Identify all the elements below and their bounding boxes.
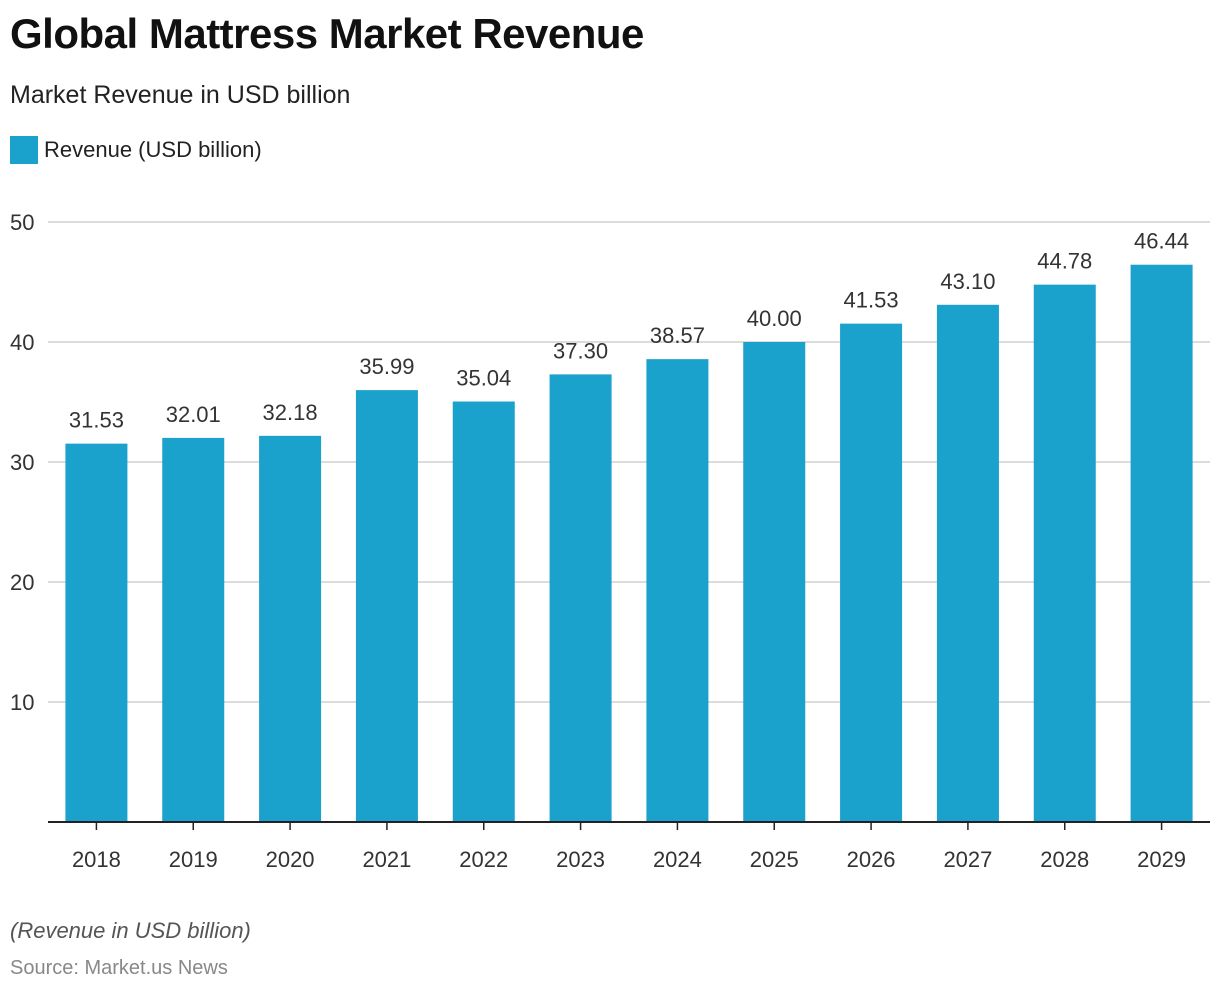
- x-tick-label: 2021: [362, 847, 411, 872]
- data-label: 44.78: [1037, 249, 1092, 274]
- bar: [840, 323, 903, 822]
- chart-title: Global Mattress Market Revenue: [10, 10, 644, 57]
- bar: [452, 401, 515, 822]
- chart-subtitle: Market Revenue in USD billion: [10, 81, 351, 109]
- legend-swatch: [10, 136, 38, 164]
- bar: [355, 390, 418, 822]
- x-tick-label: 2025: [750, 847, 799, 872]
- x-tick-label: 2020: [266, 847, 315, 872]
- x-tick-label: 2026: [847, 847, 896, 872]
- data-label: 46.44: [1134, 229, 1189, 254]
- bar: [936, 304, 999, 822]
- y-tick-label: 50: [10, 210, 34, 235]
- x-tick-label: 2029: [1137, 847, 1186, 872]
- x-tick-label: 2028: [1040, 847, 1089, 872]
- data-label: 40.00: [747, 306, 802, 331]
- data-label: 38.57: [650, 323, 705, 348]
- data-label: 35.04: [456, 366, 511, 391]
- bar: [549, 374, 612, 822]
- footer-source: Source: Market.us News: [10, 957, 228, 979]
- bar: [1130, 264, 1193, 823]
- y-tick-label: 20: [10, 570, 34, 595]
- bar: [646, 359, 709, 822]
- bar-chart: 10 20 30 40 50 31.53 2018 32.01 2019 32.18 2020 35.…: [10, 210, 1210, 872]
- y-tick-label: 30: [10, 450, 34, 475]
- bar: [1033, 284, 1096, 822]
- x-tick-label: 2019: [169, 847, 218, 872]
- legend-label: Revenue (USD billion): [44, 137, 262, 162]
- x-tick-label: 2027: [943, 847, 992, 872]
- legend: Revenue (USD billion): [10, 136, 262, 164]
- bar: [743, 342, 806, 822]
- data-label: 43.10: [940, 269, 995, 294]
- bar: [65, 443, 128, 822]
- x-tick-label: 2023: [556, 847, 605, 872]
- data-label: 32.18: [263, 400, 318, 425]
- data-label: 37.30: [553, 338, 608, 363]
- x-tick-label: 2024: [653, 847, 702, 872]
- data-label: 35.99: [359, 354, 414, 379]
- bar: [259, 435, 322, 822]
- data-label: 41.53: [844, 288, 899, 313]
- x-tick-label: 2022: [459, 847, 508, 872]
- y-tick-label: 40: [10, 330, 34, 355]
- data-label: 32.01: [166, 402, 221, 427]
- x-tick-label: 2018: [72, 847, 121, 872]
- y-tick-label: 10: [10, 690, 34, 715]
- data-label: 31.53: [69, 408, 124, 433]
- footer-note: (Revenue in USD billion): [10, 918, 251, 943]
- bar: [162, 437, 225, 822]
